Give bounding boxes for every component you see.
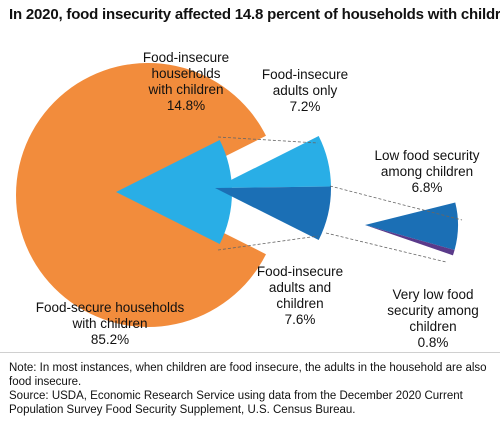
connector-bottom-2 — [325, 232, 447, 263]
label-food-secure: Food-secure households with children 85.… — [35, 300, 185, 347]
slice-adults-only — [215, 135, 331, 188]
label-food-insecure-households: Food-insecure households with children 1… — [142, 50, 230, 113]
slice-low-food-security — [365, 202, 458, 250]
footer-source: Source: USDA, Economic Research Service … — [9, 390, 463, 416]
label-adults-and-children: Food-insecure adults and children 7.6% — [256, 264, 344, 327]
connector-lines — [217, 136, 463, 263]
slice-adults-and-children — [215, 186, 331, 241]
slice-food-insecure — [116, 139, 233, 245]
label-low-food-security: Low food security among children 6.8% — [374, 148, 480, 195]
label-adults-only: Food-insecure adults only 7.2% — [261, 67, 349, 114]
connector-top-1 — [217, 136, 319, 144]
chart-marks — [16, 63, 458, 328]
label-very-low-food-security: Very low food security among children 0.… — [387, 287, 479, 350]
connector-bottom-1 — [217, 235, 319, 251]
footer-note: Note: In most instances, when children a… — [9, 362, 487, 388]
connector-top-2 — [329, 185, 463, 221]
chart-title: In 2020, food insecurity affected 14.8 p… — [9, 6, 500, 23]
slice-very-low-food-security — [365, 225, 455, 256]
footer-divider — [0, 352, 500, 353]
